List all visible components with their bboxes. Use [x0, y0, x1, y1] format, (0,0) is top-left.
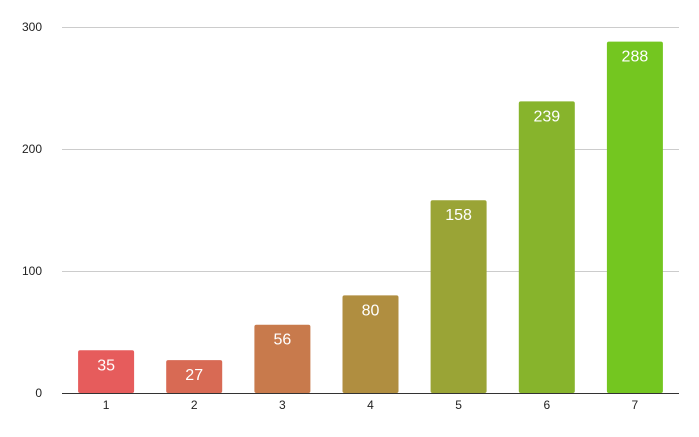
- data-label: 35: [97, 357, 115, 374]
- x-tick-label: 6: [543, 398, 550, 412]
- bar[interactable]: [342, 295, 399, 393]
- x-tick-label: 3: [279, 398, 286, 412]
- grid-layer: [62, 27, 679, 272]
- bars-layer: [78, 41, 663, 394]
- bar[interactable]: [78, 350, 135, 393]
- bar[interactable]: [606, 41, 663, 393]
- x-tick-label: 2: [191, 398, 198, 412]
- data-label: 80: [362, 302, 380, 319]
- x-tick-label: 5: [455, 398, 462, 412]
- bar[interactable]: [254, 324, 311, 393]
- data-label: 288: [622, 49, 649, 66]
- y-tick-label: 200: [22, 142, 42, 156]
- x-tick-label: 4: [367, 398, 374, 412]
- y-tick-label: 0: [35, 386, 42, 400]
- data-label: 27: [185, 367, 203, 384]
- bar[interactable]: [518, 101, 575, 394]
- data-label: 158: [445, 207, 472, 224]
- y-tick-label: 300: [22, 20, 42, 34]
- data-label: 56: [274, 332, 292, 349]
- x-tick-label: 1: [103, 398, 110, 412]
- bar[interactable]: [430, 200, 487, 393]
- x-tick-label: 7: [632, 398, 639, 412]
- bar[interactable]: [166, 360, 223, 393]
- data-label: 239: [533, 108, 560, 125]
- y-tick-label: 100: [22, 264, 42, 278]
- data-labels-layer: 35 27 56 80 158 239 288: [97, 49, 648, 385]
